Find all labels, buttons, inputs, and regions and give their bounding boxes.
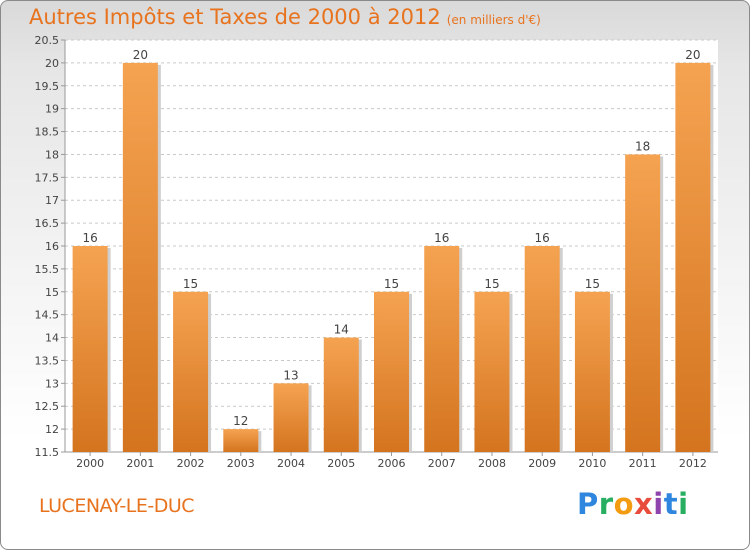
y-tick-label: 19.5 (35, 80, 60, 93)
y-tick-label: 18 (45, 148, 59, 161)
x-tick-label: 2000 (76, 457, 104, 470)
brand-letter: r (598, 487, 614, 521)
y-tick-label: 14.5 (35, 309, 60, 322)
chart-subtitle: (en milliers d'€) (446, 13, 541, 27)
data-label: 16 (434, 231, 449, 245)
x-tick-label: 2005 (327, 457, 355, 470)
bar (675, 62, 711, 453)
y-tick-label: 12 (45, 423, 59, 436)
y-tick-label: 17.5 (35, 171, 60, 184)
x-tick-label: 2001 (126, 457, 154, 470)
y-tick-label: 14 (45, 332, 59, 345)
data-label: 16 (535, 231, 550, 245)
bar (323, 337, 359, 452)
x-tick-label: 2006 (378, 457, 406, 470)
y-tick-label: 20 (45, 57, 59, 70)
x-tick-label: 2008 (478, 457, 506, 470)
brand-letter: o (613, 487, 635, 521)
x-tick-label: 2002 (177, 457, 205, 470)
x-tick-label: 2009 (528, 457, 556, 470)
brand-letter: t (663, 487, 679, 521)
x-tick-label: 2004 (277, 457, 305, 470)
bar (524, 246, 560, 452)
y-tick-label: 13 (45, 377, 59, 390)
y-tick-label: 16.5 (35, 217, 60, 230)
brand-letter: x (634, 487, 654, 521)
data-label: 15 (384, 277, 399, 291)
y-tick-label: 16 (45, 240, 59, 253)
bar (474, 291, 510, 452)
x-tick-label: 2007 (428, 457, 456, 470)
data-label: 14 (334, 323, 349, 337)
bar (223, 429, 259, 452)
data-label: 18 (635, 139, 650, 153)
y-tick-label: 15.5 (35, 263, 60, 276)
data-label: 15 (585, 277, 600, 291)
bar (173, 291, 209, 452)
bar (574, 291, 610, 452)
proxiti-logo: Proxiti (577, 487, 689, 521)
y-tick-label: 12.5 (35, 400, 60, 413)
y-tick-label: 11.5 (35, 446, 60, 459)
bar (72, 246, 108, 452)
data-label: 16 (82, 231, 97, 245)
data-label: 12 (233, 414, 248, 428)
bar (122, 62, 158, 453)
bar (273, 383, 309, 452)
bar (424, 246, 460, 452)
y-tick-label: 15 (45, 286, 59, 299)
y-tick-label: 20.5 (35, 34, 60, 47)
data-label: 15 (484, 277, 499, 291)
commune-name: LUCENAY-LE-DUC (39, 495, 195, 517)
y-tick-label: 17 (45, 194, 59, 207)
y-tick-label: 18.5 (35, 126, 60, 139)
brand-letter: i (653, 487, 664, 521)
x-tick-label: 2012 (679, 457, 707, 470)
bar (625, 154, 661, 452)
y-tick-label: 13.5 (35, 354, 60, 367)
data-label: 15 (183, 277, 198, 291)
x-tick-label: 2010 (578, 457, 606, 470)
chart-title-text: Autres Impôts et Taxes de 2000 à 2012 (29, 5, 441, 29)
brand-letter: i (678, 487, 689, 521)
data-label: 20 (685, 48, 700, 62)
chart-title: Autres Impôts et Taxes de 2000 à 2012 (en… (29, 5, 541, 29)
x-tick-label: 2011 (629, 457, 657, 470)
y-tick-label: 19 (45, 103, 59, 116)
data-label: 13 (283, 368, 298, 382)
data-label: 20 (133, 48, 148, 62)
bar (374, 291, 409, 452)
x-tick-label: 2003 (227, 457, 255, 470)
brand-letter: P (577, 487, 599, 521)
